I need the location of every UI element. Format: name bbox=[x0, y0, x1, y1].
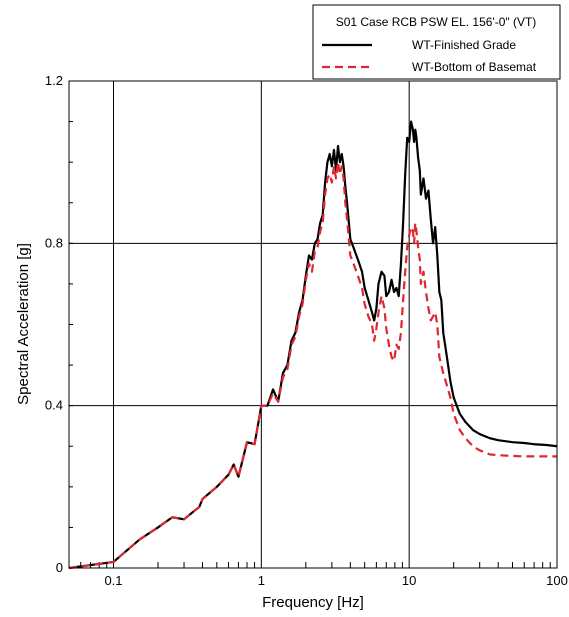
x-tick-label: 1 bbox=[258, 573, 265, 588]
legend-label-bottom-of-basemat: WT-Bottom of Basemat bbox=[412, 60, 537, 74]
y-tick-label: 1.2 bbox=[45, 73, 63, 88]
y-axis-title: Spectral Acceleration [g] bbox=[15, 243, 32, 405]
y-tick-label: 0.4 bbox=[45, 398, 63, 413]
x-tick-label: 100 bbox=[546, 573, 568, 588]
series-line-bottom-of-basemat bbox=[68, 161, 557, 570]
legend-label-finished-grade: WT-Finished Grade bbox=[412, 38, 516, 52]
y-tick-label: 0.8 bbox=[45, 235, 63, 250]
plot-area bbox=[68, 80, 558, 569]
legend: S01 Case RCB PSW EL. 156'-0" (VT) WT-Fin… bbox=[312, 4, 561, 80]
x-axis: 0.1 1 10 100 bbox=[104, 573, 567, 588]
y-axis: 0 0.4 0.8 1.2 bbox=[45, 73, 63, 575]
legend-title: S01 Case RCB PSW EL. 156'-0" (VT) bbox=[336, 15, 537, 29]
x-axis-title: Frequency [Hz] bbox=[262, 594, 364, 611]
x-tick-label: 0.1 bbox=[104, 573, 122, 588]
y-tick-label: 0 bbox=[56, 560, 63, 575]
grid bbox=[69, 81, 557, 568]
series-layer bbox=[68, 120, 558, 570]
x-tick-label: 10 bbox=[402, 573, 416, 588]
plot-frame bbox=[68, 80, 558, 569]
